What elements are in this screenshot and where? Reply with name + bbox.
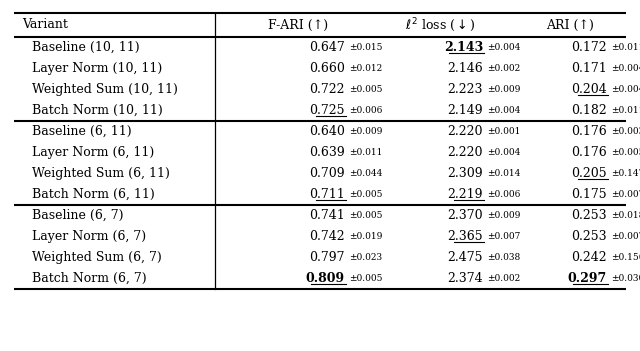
Text: ±0.005: ±0.005 [611, 148, 640, 157]
Text: 0.639: 0.639 [309, 146, 345, 159]
Text: 2.223: 2.223 [447, 83, 483, 96]
Text: 0.176: 0.176 [572, 125, 607, 138]
Text: ±0.156: ±0.156 [611, 253, 640, 262]
Text: ±0.038: ±0.038 [487, 253, 520, 262]
Text: ±0.004: ±0.004 [487, 106, 520, 115]
Text: 0.175: 0.175 [572, 188, 607, 201]
Text: ±0.001: ±0.001 [487, 127, 520, 136]
Text: Batch Norm (6, 11): Batch Norm (6, 11) [32, 188, 155, 201]
Text: ARI (↑): ARI (↑) [546, 19, 594, 32]
Text: ±0.007: ±0.007 [611, 190, 640, 199]
Text: Batch Norm (6, 7): Batch Norm (6, 7) [32, 272, 147, 285]
Text: ±0.004: ±0.004 [611, 64, 640, 73]
Text: Weighted Sum (10, 11): Weighted Sum (10, 11) [32, 83, 178, 96]
Text: ±0.014: ±0.014 [487, 169, 520, 178]
Text: ±0.012: ±0.012 [349, 64, 382, 73]
Text: 0.297: 0.297 [568, 272, 607, 285]
Text: F-ARI (↑): F-ARI (↑) [268, 19, 328, 32]
Text: $\ell^2$ loss ($\downarrow$): $\ell^2$ loss ($\downarrow$) [404, 16, 476, 34]
Text: Layer Norm (6, 11): Layer Norm (6, 11) [32, 146, 154, 159]
Text: ±0.147: ±0.147 [611, 169, 640, 178]
Text: ±0.011: ±0.011 [611, 106, 640, 115]
Text: ±0.015: ±0.015 [349, 43, 383, 52]
Text: 0.171: 0.171 [572, 62, 607, 75]
Text: ±0.004: ±0.004 [487, 43, 520, 52]
Text: 2.149: 2.149 [447, 104, 483, 117]
Text: 0.253: 0.253 [572, 209, 607, 222]
Text: Layer Norm (10, 11): Layer Norm (10, 11) [32, 62, 163, 75]
Text: ±0.018: ±0.018 [611, 211, 640, 220]
Text: ±0.003: ±0.003 [611, 127, 640, 136]
Text: ±0.007: ±0.007 [487, 232, 520, 241]
Text: ±0.006: ±0.006 [487, 190, 520, 199]
Text: 0.797: 0.797 [310, 251, 345, 264]
Text: ±0.011: ±0.011 [611, 43, 640, 52]
Text: ±0.009: ±0.009 [349, 127, 382, 136]
Text: 2.143: 2.143 [444, 41, 483, 54]
Text: ±0.005: ±0.005 [349, 211, 383, 220]
Text: ±0.044: ±0.044 [349, 169, 382, 178]
Text: 0.242: 0.242 [572, 251, 607, 264]
Text: 2.309: 2.309 [447, 167, 483, 180]
Text: 0.253: 0.253 [572, 230, 607, 243]
Text: ±0.007: ±0.007 [611, 232, 640, 241]
Text: 0.205: 0.205 [572, 167, 607, 180]
Text: 0.640: 0.640 [309, 125, 345, 138]
Text: 0.809: 0.809 [306, 272, 345, 285]
Text: 2.220: 2.220 [447, 146, 483, 159]
Text: Variant: Variant [22, 19, 68, 32]
Text: 2.475: 2.475 [447, 251, 483, 264]
Text: 2.146: 2.146 [447, 62, 483, 75]
Text: ±0.002: ±0.002 [487, 64, 520, 73]
Text: ±0.009: ±0.009 [487, 211, 520, 220]
Text: Layer Norm (6, 7): Layer Norm (6, 7) [32, 230, 146, 243]
Text: 0.742: 0.742 [309, 230, 345, 243]
Text: Batch Norm (10, 11): Batch Norm (10, 11) [32, 104, 163, 117]
Text: ±0.011: ±0.011 [349, 148, 382, 157]
Text: 0.722: 0.722 [310, 83, 345, 96]
Text: 2.374: 2.374 [447, 272, 483, 285]
Text: 0.647: 0.647 [309, 41, 345, 54]
Text: Weighted Sum (6, 7): Weighted Sum (6, 7) [32, 251, 162, 264]
Text: Baseline (6, 7): Baseline (6, 7) [32, 209, 124, 222]
Text: ±0.030: ±0.030 [611, 274, 640, 283]
Text: 0.725: 0.725 [310, 104, 345, 117]
Text: 2.220: 2.220 [447, 125, 483, 138]
Text: 2.365: 2.365 [447, 230, 483, 243]
Text: ±0.019: ±0.019 [349, 232, 382, 241]
Text: 0.172: 0.172 [572, 41, 607, 54]
Text: 0.709: 0.709 [309, 167, 345, 180]
Text: ±0.002: ±0.002 [487, 274, 520, 283]
Text: 2.219: 2.219 [447, 188, 483, 201]
Text: 0.204: 0.204 [572, 83, 607, 96]
Text: ±0.009: ±0.009 [487, 85, 520, 94]
Text: ±0.005: ±0.005 [349, 190, 383, 199]
Text: Baseline (10, 11): Baseline (10, 11) [32, 41, 140, 54]
Text: ±0.006: ±0.006 [349, 106, 382, 115]
Text: Weighted Sum (6, 11): Weighted Sum (6, 11) [32, 167, 170, 180]
Text: 0.741: 0.741 [309, 209, 345, 222]
Text: 0.660: 0.660 [309, 62, 345, 75]
Text: ±0.004: ±0.004 [487, 148, 520, 157]
Text: 2.370: 2.370 [447, 209, 483, 222]
Text: Baseline (6, 11): Baseline (6, 11) [32, 125, 132, 138]
Text: ±0.005: ±0.005 [349, 85, 383, 94]
Text: 0.182: 0.182 [572, 104, 607, 117]
Text: 0.176: 0.176 [572, 146, 607, 159]
Text: 0.711: 0.711 [309, 188, 345, 201]
Text: ±0.004: ±0.004 [611, 85, 640, 94]
Text: ±0.023: ±0.023 [349, 253, 382, 262]
Text: ±0.005: ±0.005 [349, 274, 383, 283]
